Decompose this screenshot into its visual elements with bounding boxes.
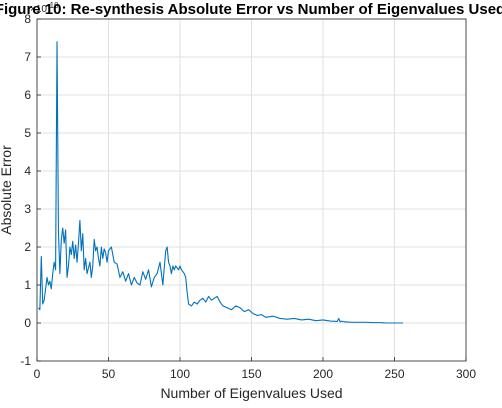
y-tick-label: 0 [24, 316, 31, 330]
y-tick-label: 2 [24, 240, 31, 254]
series-group [37, 41, 404, 324]
y-tick-label: 8 [24, 12, 31, 26]
y-tick-label: 5 [24, 126, 31, 140]
y-tick-label: 3 [24, 202, 31, 216]
x-tick-label: 300 [456, 367, 476, 381]
x-tick-label: 200 [313, 367, 333, 381]
y-tick-label: -1 [20, 354, 31, 368]
x-tick-label: 100 [170, 367, 190, 381]
y-tick-group: -1 0 1 2 3 4 5 6 7 8 [20, 12, 41, 368]
x-tick-label: 150 [241, 367, 261, 381]
x-tick-group: 0 50 100 150 200 250 300 [34, 357, 476, 381]
y-exponent-power: -10 [47, 1, 59, 10]
x-tick-label: 250 [384, 367, 404, 381]
y-exponent-label: ×10-10 [30, 1, 59, 15]
y-tick-label: 4 [24, 164, 31, 178]
x-tick-label: 0 [34, 367, 41, 381]
chart-title: Figure 10: Re-synthesis Absolute Error v… [0, 1, 502, 18]
y-tick-label: 7 [24, 50, 31, 64]
series-line [37, 41, 404, 324]
y-tick-label: 1 [24, 278, 31, 292]
x-tick-label: 50 [102, 367, 116, 381]
x-axis-label: Number of Eigenvalues Used [160, 385, 342, 401]
y-axis-label: Absolute Error [0, 145, 14, 235]
y-tick-label: 6 [24, 88, 31, 102]
y-exponent-base: ×10 [30, 4, 47, 15]
